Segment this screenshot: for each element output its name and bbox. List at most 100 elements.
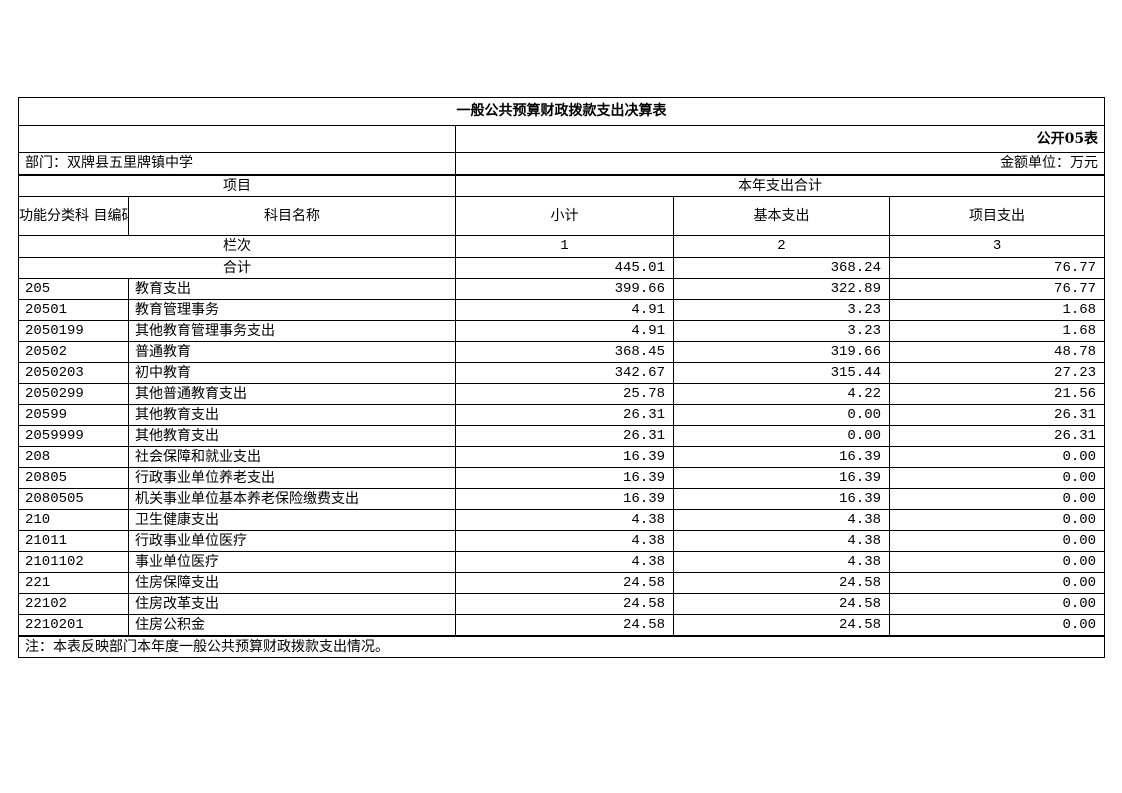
basic-cell: 315.44	[673, 362, 890, 384]
subtotal-cell: 4.38	[455, 530, 674, 552]
code-cell: 210	[18, 509, 129, 531]
header-year-total: 本年支出合计	[454, 173, 1106, 197]
header-project-exp: 项目支出	[888, 196, 1106, 236]
table-row: 221 住房保障支出 24.58 24.58 0.00	[18, 572, 1106, 594]
project-cell: 0.00	[888, 488, 1106, 510]
basic-cell: 24.58	[673, 614, 890, 636]
code-cell: 20599	[18, 404, 129, 426]
header-code: 功能分类科 目编码	[18, 196, 129, 236]
code-cell: 205	[18, 278, 129, 300]
code-cell: 20502	[18, 341, 129, 363]
table-row: 20502 普通教育 368.45 319.66 48.78	[18, 341, 1106, 363]
page-title: 一般公共预算财政拨款支出决算表	[17, 97, 1106, 126]
project-cell: 0.00	[888, 551, 1106, 573]
project-cell: 21.56	[888, 383, 1106, 405]
project-cell: 26.31	[888, 425, 1106, 447]
subtotal-cell: 4.38	[455, 551, 674, 573]
code-cell: 22102	[18, 593, 129, 615]
total-project: 76.77	[888, 257, 1106, 279]
basic-cell: 16.39	[673, 446, 890, 468]
subtotal-cell: 16.39	[455, 467, 674, 489]
basic-cell: 3.23	[673, 299, 890, 321]
subtotal-cell: 16.39	[455, 446, 674, 468]
header-lanci: 栏次	[18, 235, 456, 258]
header-row-index: 栏次 1 2 3	[18, 235, 1106, 258]
table-row: 2050299 其他普通教育支出 25.78 4.22 21.56	[18, 383, 1106, 405]
subtotal-cell: 24.58	[455, 593, 674, 615]
basic-cell: 4.38	[673, 509, 890, 531]
subtotal-cell: 368.45	[455, 341, 674, 363]
code-cell: 2210201	[18, 614, 129, 636]
table-number-label: 公开05表	[454, 125, 1106, 153]
header-col2: 2	[673, 235, 890, 258]
subtotal-cell: 4.91	[455, 320, 674, 342]
basic-cell: 16.39	[673, 488, 890, 510]
project-cell: 0.00	[888, 467, 1106, 489]
name-cell: 行政事业单位医疗	[128, 530, 456, 552]
name-cell: 住房保障支出	[128, 572, 456, 594]
name-cell: 机关事业单位基本养老保险缴费支出	[128, 488, 456, 510]
table-row: 2210201 住房公积金 24.58 24.58 0.00	[18, 614, 1106, 636]
name-cell: 其他教育管理事务支出	[128, 320, 456, 342]
title-row: 一般公共预算财政拨款支出决算表	[17, 97, 1106, 126]
unit-label: 金额单位：万元	[454, 152, 1106, 175]
header-col1: 1	[455, 235, 674, 258]
header-subtotal: 小计	[455, 196, 674, 236]
subtotal-cell: 24.58	[455, 572, 674, 594]
subtotal-cell: 25.78	[455, 383, 674, 405]
table-row: 208 社会保障和就业支出 16.39 16.39 0.00	[18, 446, 1106, 468]
empty-cell	[18, 125, 456, 153]
code-cell: 2059999	[18, 425, 129, 447]
basic-cell: 24.58	[673, 572, 890, 594]
name-cell: 普通教育	[128, 341, 456, 363]
table-row: 20805 行政事业单位养老支出 16.39 16.39 0.00	[18, 467, 1106, 489]
basic-cell: 24.58	[673, 593, 890, 615]
subtotal-cell: 399.66	[455, 278, 674, 300]
project-cell: 0.00	[888, 572, 1106, 594]
table-row: 22102 住房改革支出 24.58 24.58 0.00	[18, 593, 1106, 615]
header-row-columns: 功能分类科 目编码 科目名称 小计 基本支出 项目支出	[18, 196, 1106, 236]
table-row: 205 教育支出 399.66 322.89 76.77	[18, 278, 1106, 300]
project-cell: 0.00	[888, 593, 1106, 615]
basic-cell: 3.23	[673, 320, 890, 342]
name-cell: 其他教育支出	[128, 404, 456, 426]
basic-cell: 4.38	[673, 551, 890, 573]
header-project: 项目	[18, 173, 456, 197]
name-cell: 住房公积金	[128, 614, 456, 636]
name-cell: 教育支出	[128, 278, 456, 300]
subtotal-cell: 4.91	[455, 299, 674, 321]
subtotal-cell: 16.39	[455, 488, 674, 510]
table-row: 2101102 事业单位医疗 4.38 4.38 0.00	[18, 551, 1106, 573]
project-cell: 26.31	[888, 404, 1106, 426]
basic-cell: 4.38	[673, 530, 890, 552]
table-row: 2050199 其他教育管理事务支出 4.91 3.23 1.68	[18, 320, 1106, 342]
name-cell: 住房改革支出	[128, 593, 456, 615]
code-cell: 221	[18, 572, 129, 594]
budget-sheet: 一般公共预算财政拨款支出决算表 公开05表 部门：双牌县五里牌镇中学 金额单位：…	[17, 97, 1106, 658]
total-subtotal: 445.01	[455, 257, 674, 279]
basic-cell: 0.00	[673, 425, 890, 447]
note-row: 注：本表反映部门本年度一般公共预算财政拨款支出情况。	[17, 634, 1106, 658]
subtotal-cell: 4.38	[455, 509, 674, 531]
header-subject-name: 科目名称	[128, 196, 456, 236]
name-cell: 其他教育支出	[128, 425, 456, 447]
code-cell: 20805	[18, 467, 129, 489]
project-cell: 1.68	[888, 299, 1106, 321]
project-cell: 48.78	[888, 341, 1106, 363]
table-row: 2080505 机关事业单位基本养老保险缴费支出 16.39 16.39 0.0…	[18, 488, 1106, 510]
project-cell: 0.00	[888, 509, 1106, 531]
total-row: 合计 445.01 368.24 76.77	[18, 257, 1106, 279]
project-cell: 1.68	[888, 320, 1106, 342]
name-cell: 其他普通教育支出	[128, 383, 456, 405]
code-cell: 2080505	[18, 488, 129, 510]
table-row: 210 卫生健康支出 4.38 4.38 0.00	[18, 509, 1106, 531]
subtotal-cell: 26.31	[455, 425, 674, 447]
basic-cell: 322.89	[673, 278, 890, 300]
project-cell: 0.00	[888, 614, 1106, 636]
project-cell: 76.77	[888, 278, 1106, 300]
code-cell: 2050203	[18, 362, 129, 384]
code-cell: 20501	[18, 299, 129, 321]
total-basic: 368.24	[673, 257, 890, 279]
subtotal-cell: 26.31	[455, 404, 674, 426]
